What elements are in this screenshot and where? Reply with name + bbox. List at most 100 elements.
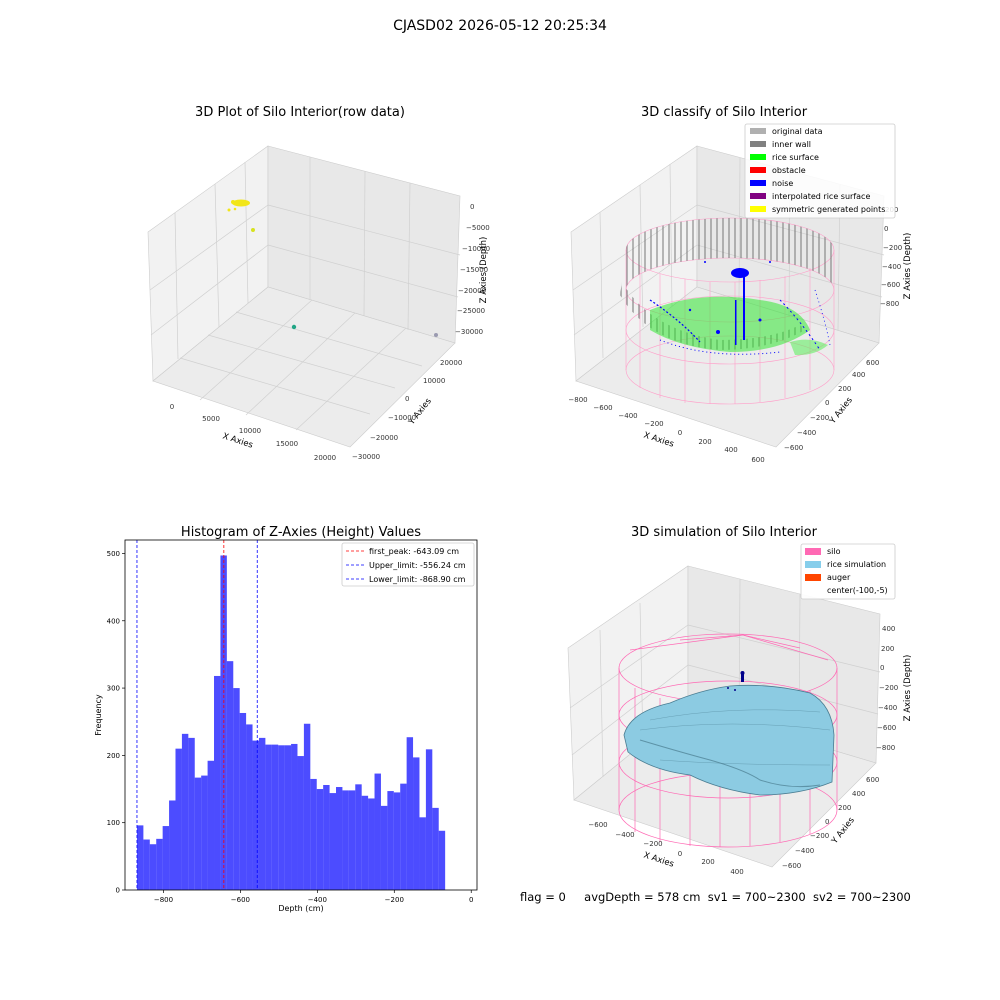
hist-bar bbox=[175, 748, 182, 890]
panel2-zlabel: Z Axies (Depth) bbox=[903, 233, 913, 300]
panel4-ztick: 200 bbox=[881, 645, 894, 653]
legend-swatch bbox=[805, 548, 821, 555]
hist-bar bbox=[380, 805, 388, 890]
hist-bar bbox=[239, 712, 247, 890]
panel1-ztick: −30000 bbox=[455, 328, 483, 336]
panel1-ztick: −15000 bbox=[460, 266, 488, 274]
hist-bar bbox=[374, 773, 381, 890]
panel2-inner-wall bbox=[626, 218, 834, 290]
panel4-xtick: −600 bbox=[588, 821, 607, 829]
panel4-rice-valley bbox=[639, 739, 821, 788]
legend-swatch bbox=[750, 154, 766, 160]
panel1-xtick: 20000 bbox=[314, 454, 336, 462]
hist-bar bbox=[284, 745, 292, 890]
hist-bar bbox=[368, 798, 375, 890]
hist-bar bbox=[387, 791, 394, 890]
hist-bar bbox=[361, 795, 369, 890]
panel4-ytick: −600 bbox=[782, 862, 801, 870]
panel4-ytick: −200 bbox=[810, 832, 829, 840]
hist-vlines bbox=[136, 540, 258, 890]
panel4-ytick: −400 bbox=[795, 847, 814, 855]
panel2-ytick: −600 bbox=[784, 444, 803, 452]
panel1-ztick: −5000 bbox=[466, 224, 490, 232]
hist-bar bbox=[194, 777, 202, 890]
hist-bar bbox=[393, 792, 401, 890]
panel1-floor-pane bbox=[152, 286, 456, 448]
hist-bar bbox=[188, 737, 195, 890]
hist-bar bbox=[207, 760, 215, 890]
panel4-xtick: 400 bbox=[730, 868, 743, 876]
hist-bar bbox=[413, 757, 420, 890]
panel2-xtick: −600 bbox=[593, 404, 612, 412]
legend-swatch bbox=[750, 141, 766, 147]
panel1-ztick: −20000 bbox=[458, 287, 486, 295]
panel1-ztick: −10000 bbox=[462, 245, 490, 253]
panel2-ytick: 400 bbox=[852, 371, 865, 379]
panel4-xlabel: X Axies bbox=[642, 850, 675, 869]
panel4-ztick: −200 bbox=[879, 684, 898, 692]
legend-label: symmetric generated points bbox=[772, 205, 885, 214]
panel1-xtick: 15000 bbox=[276, 440, 298, 448]
hist-bar bbox=[246, 724, 253, 890]
legend-label: Lower_limit: -868.90 cm bbox=[369, 575, 466, 584]
legend-label: auger bbox=[827, 573, 851, 582]
hist-bar bbox=[438, 830, 446, 890]
hist-bar bbox=[214, 675, 221, 890]
panel2-xtick: 0 bbox=[678, 429, 682, 437]
panel1-grid bbox=[149, 157, 461, 431]
legend-swatch bbox=[750, 180, 766, 186]
panel4-ztick: −600 bbox=[877, 724, 896, 732]
panel2-xtick: 400 bbox=[724, 446, 737, 454]
legend-label: silo bbox=[827, 547, 841, 556]
panel2-ztick: −600 bbox=[881, 281, 900, 289]
panel2-xtick: −400 bbox=[618, 412, 637, 420]
panel4-ytick: 200 bbox=[838, 804, 851, 812]
hist-xtick-label: −800 bbox=[154, 896, 173, 904]
flag-text: flag = 0 bbox=[520, 890, 566, 904]
panel2-ytick: 200 bbox=[838, 385, 851, 393]
legend-swatch bbox=[750, 167, 766, 173]
panel4-xtick: −200 bbox=[643, 840, 662, 848]
panel1-ytick: −20000 bbox=[370, 434, 398, 442]
panel1-ytick: 0 bbox=[405, 395, 409, 403]
sv2-text: sv2 = 700~2300 bbox=[812, 890, 911, 904]
hist-legend: first_peak: -643.09 cm Upper_limit: -556… bbox=[341, 542, 475, 587]
panel1-xtick: 5000 bbox=[202, 415, 220, 423]
legend-swatch bbox=[805, 561, 821, 568]
panel1-title: 3D Plot of Silo Interior(row data) bbox=[195, 105, 405, 120]
panel2-ztick: −200 bbox=[883, 244, 902, 252]
hist-xtick-label: 0 bbox=[469, 896, 473, 904]
hist-title: Histogram of Z-Axies (Height) Values bbox=[181, 525, 421, 540]
panel2-ztick: −400 bbox=[882, 263, 901, 271]
hist-bar bbox=[233, 688, 240, 890]
panel1-xtick: 10000 bbox=[239, 427, 261, 435]
hist-bar bbox=[419, 817, 426, 890]
panel4-ytick: 0 bbox=[825, 818, 829, 826]
panel1-points bbox=[227, 199, 438, 337]
hist-xticks: −800 −600 −400 −200 0 bbox=[154, 890, 473, 904]
hist-bar bbox=[329, 793, 336, 890]
hist-bar bbox=[252, 740, 259, 890]
hist-bar bbox=[336, 787, 343, 890]
hist-ytick-label: 300 bbox=[107, 685, 120, 693]
hist-ytick-label: 0 bbox=[116, 887, 120, 895]
hist-bar bbox=[342, 790, 349, 890]
hist-bar bbox=[323, 785, 330, 890]
panel4-ytick: 600 bbox=[866, 776, 879, 784]
hist-ytick-label: 500 bbox=[107, 550, 120, 558]
sv1-text: sv1 = 700~2300 bbox=[707, 890, 806, 904]
panel4-xtick: −400 bbox=[615, 831, 634, 839]
panel4-rice-surface bbox=[623, 684, 835, 796]
legend-label: original data bbox=[772, 127, 823, 136]
hist-bar bbox=[149, 844, 157, 890]
hist-bar bbox=[258, 737, 266, 890]
hist-bar bbox=[169, 800, 176, 890]
hist-bar bbox=[278, 745, 285, 890]
figure-title: CJASD02 2026-05-12 20:25:34 bbox=[393, 18, 607, 34]
legend-swatch bbox=[805, 574, 821, 581]
panel1-ytick: −10000 bbox=[388, 414, 416, 422]
hist-bar bbox=[136, 825, 144, 890]
legend-label: center(-100,-5) bbox=[827, 586, 888, 595]
panel2-xtick: 200 bbox=[698, 438, 711, 446]
